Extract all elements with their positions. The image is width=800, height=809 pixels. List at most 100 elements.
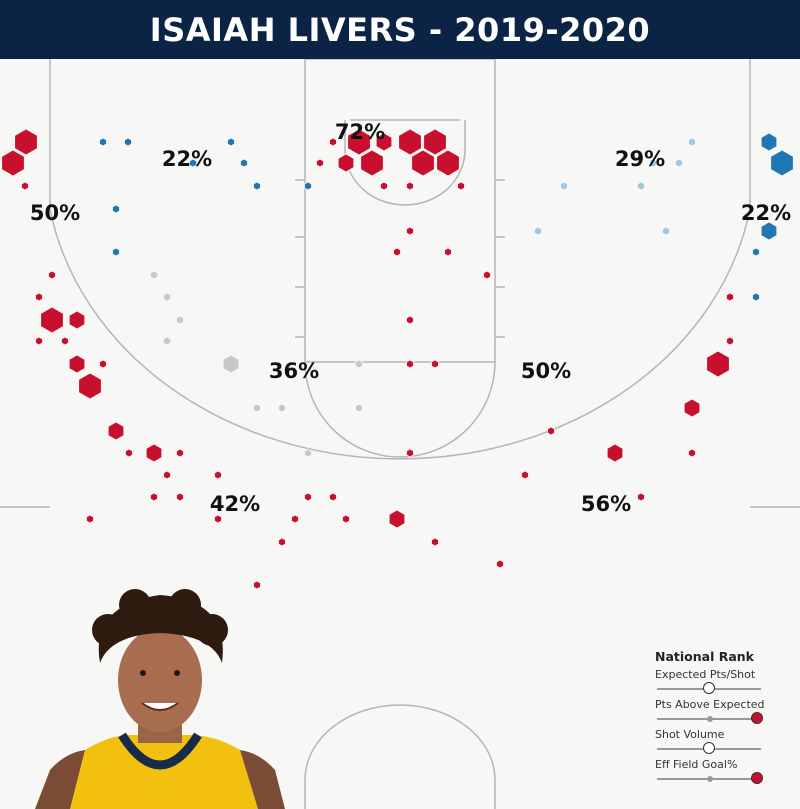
shot-hexbin (176, 492, 184, 502)
player-hair-curl (92, 614, 124, 646)
shot-hexbin (48, 270, 56, 280)
shot-hexbin (406, 181, 414, 191)
shot-hexbin (637, 492, 645, 502)
shot-hexbin (86, 514, 94, 524)
shot-hexbin (61, 336, 69, 346)
shot-hexbins (1, 128, 794, 590)
title-bar: ISAIAH LIVERS - 2019-2020 (0, 0, 800, 59)
shot-hexbin (760, 221, 778, 241)
legend-rank-slider (655, 771, 763, 785)
player-face (118, 628, 202, 732)
shot-hexbin (189, 158, 197, 168)
chart-title: ISAIAH LIVERS - 2019-2020 (149, 10, 651, 49)
shot-hexbin (291, 514, 299, 524)
zone-pct-right-midrange: 50% (521, 359, 571, 383)
shot-hexbin (560, 181, 568, 191)
shot-hexbin (496, 559, 504, 569)
legend-rank-knob (751, 712, 763, 724)
court-lines (0, 58, 800, 809)
shot-hexbin (688, 448, 696, 458)
shot-hexbin (112, 204, 120, 214)
shot-hexbin (726, 292, 734, 302)
player-shoulder-right (240, 750, 285, 809)
shot-hexbin (304, 492, 312, 502)
shot-hexbin (176, 315, 184, 325)
shot-hexbin (431, 359, 439, 369)
legend-rows: Expected Pts/Shot Pts Above Expected Shot … (655, 668, 770, 785)
national-rank-legend: National Rank Expected Pts/Shot Pts Above… (655, 649, 770, 785)
shot-hexbin (337, 153, 355, 173)
shot-hexbin (388, 509, 406, 529)
shot-hexbin (107, 421, 125, 441)
legend-rank-knob (703, 742, 715, 754)
shot-hexbin (649, 158, 657, 168)
shot-hexbin (329, 492, 337, 502)
shot-hexbin (99, 137, 107, 147)
zone-pct-right-wing-three: 56% (581, 492, 631, 516)
shot-hexbin (125, 448, 133, 458)
three-point-arc (49, 208, 751, 460)
free-throw-circle (304, 361, 496, 458)
shot-hexbin (253, 580, 261, 590)
shot-hexbin (163, 292, 171, 302)
shot-hexbin (240, 158, 248, 168)
legend-rank-knob (703, 682, 715, 694)
legend-rank-knob (751, 772, 763, 784)
shot-hexbin (222, 354, 240, 374)
legend-rank-midpoint (707, 776, 713, 782)
shot-hexbin (521, 470, 529, 480)
player-jersey-collar (118, 732, 202, 770)
shot-hexbin (227, 137, 235, 147)
zone-pct-right-wing-three-upper: 29% (615, 147, 665, 171)
player-smile (141, 702, 179, 711)
legend-title: National Rank (655, 649, 754, 664)
shot-hexbin (342, 514, 350, 524)
shot-hexbin (163, 336, 171, 346)
shot-hexbin (436, 149, 460, 177)
shot-hexbin (21, 181, 29, 191)
shot-hexbin (1, 149, 25, 177)
shot-hexbin (411, 149, 435, 177)
shot-hexbin (770, 149, 794, 177)
shot-hexbin (393, 247, 401, 257)
paint-lane (304, 58, 496, 363)
player-hair-curl (119, 589, 151, 621)
restricted-area (344, 120, 466, 206)
shot-hexbin (35, 292, 43, 302)
shot-hexbin (304, 181, 312, 191)
shot-hexbin (406, 448, 414, 458)
shot-hexbin (40, 306, 64, 334)
shot-hexbin (406, 226, 414, 236)
shot-hexbin (431, 537, 439, 547)
shot-hexbin (150, 270, 158, 280)
shot-hexbin (375, 132, 393, 152)
player-hair-curl (196, 614, 228, 646)
shot-hexbin (380, 181, 388, 191)
legend-rank-slider (655, 741, 763, 755)
shot-hexbin (423, 128, 447, 156)
shot-hexbin (662, 226, 670, 236)
shot-hexbin (329, 137, 337, 147)
shot-hexbin (35, 336, 43, 346)
shot-hexbin (534, 226, 542, 236)
legend-rank-slider (655, 711, 763, 725)
shot-hexbin (360, 149, 384, 177)
shot-hexbin (444, 247, 452, 257)
player-eye (174, 670, 180, 676)
zone-pct-left-midrange: 36% (269, 359, 319, 383)
shot-hexbin (316, 158, 324, 168)
shot-hexbin (406, 359, 414, 369)
shot-hexbin (112, 247, 120, 257)
player-headshot (35, 589, 285, 809)
shot-hexbin (278, 403, 286, 413)
shot-hexbin (355, 403, 363, 413)
player-jersey (70, 735, 258, 809)
zone-pct-left-wing-three: 42% (210, 492, 260, 516)
shot-hexbin (278, 537, 286, 547)
shot-hexbin (253, 403, 261, 413)
shot-hexbin (706, 350, 730, 378)
shot-hexbin (150, 492, 158, 502)
shot-hexbin (14, 128, 38, 156)
shot-hexbin (675, 158, 683, 168)
